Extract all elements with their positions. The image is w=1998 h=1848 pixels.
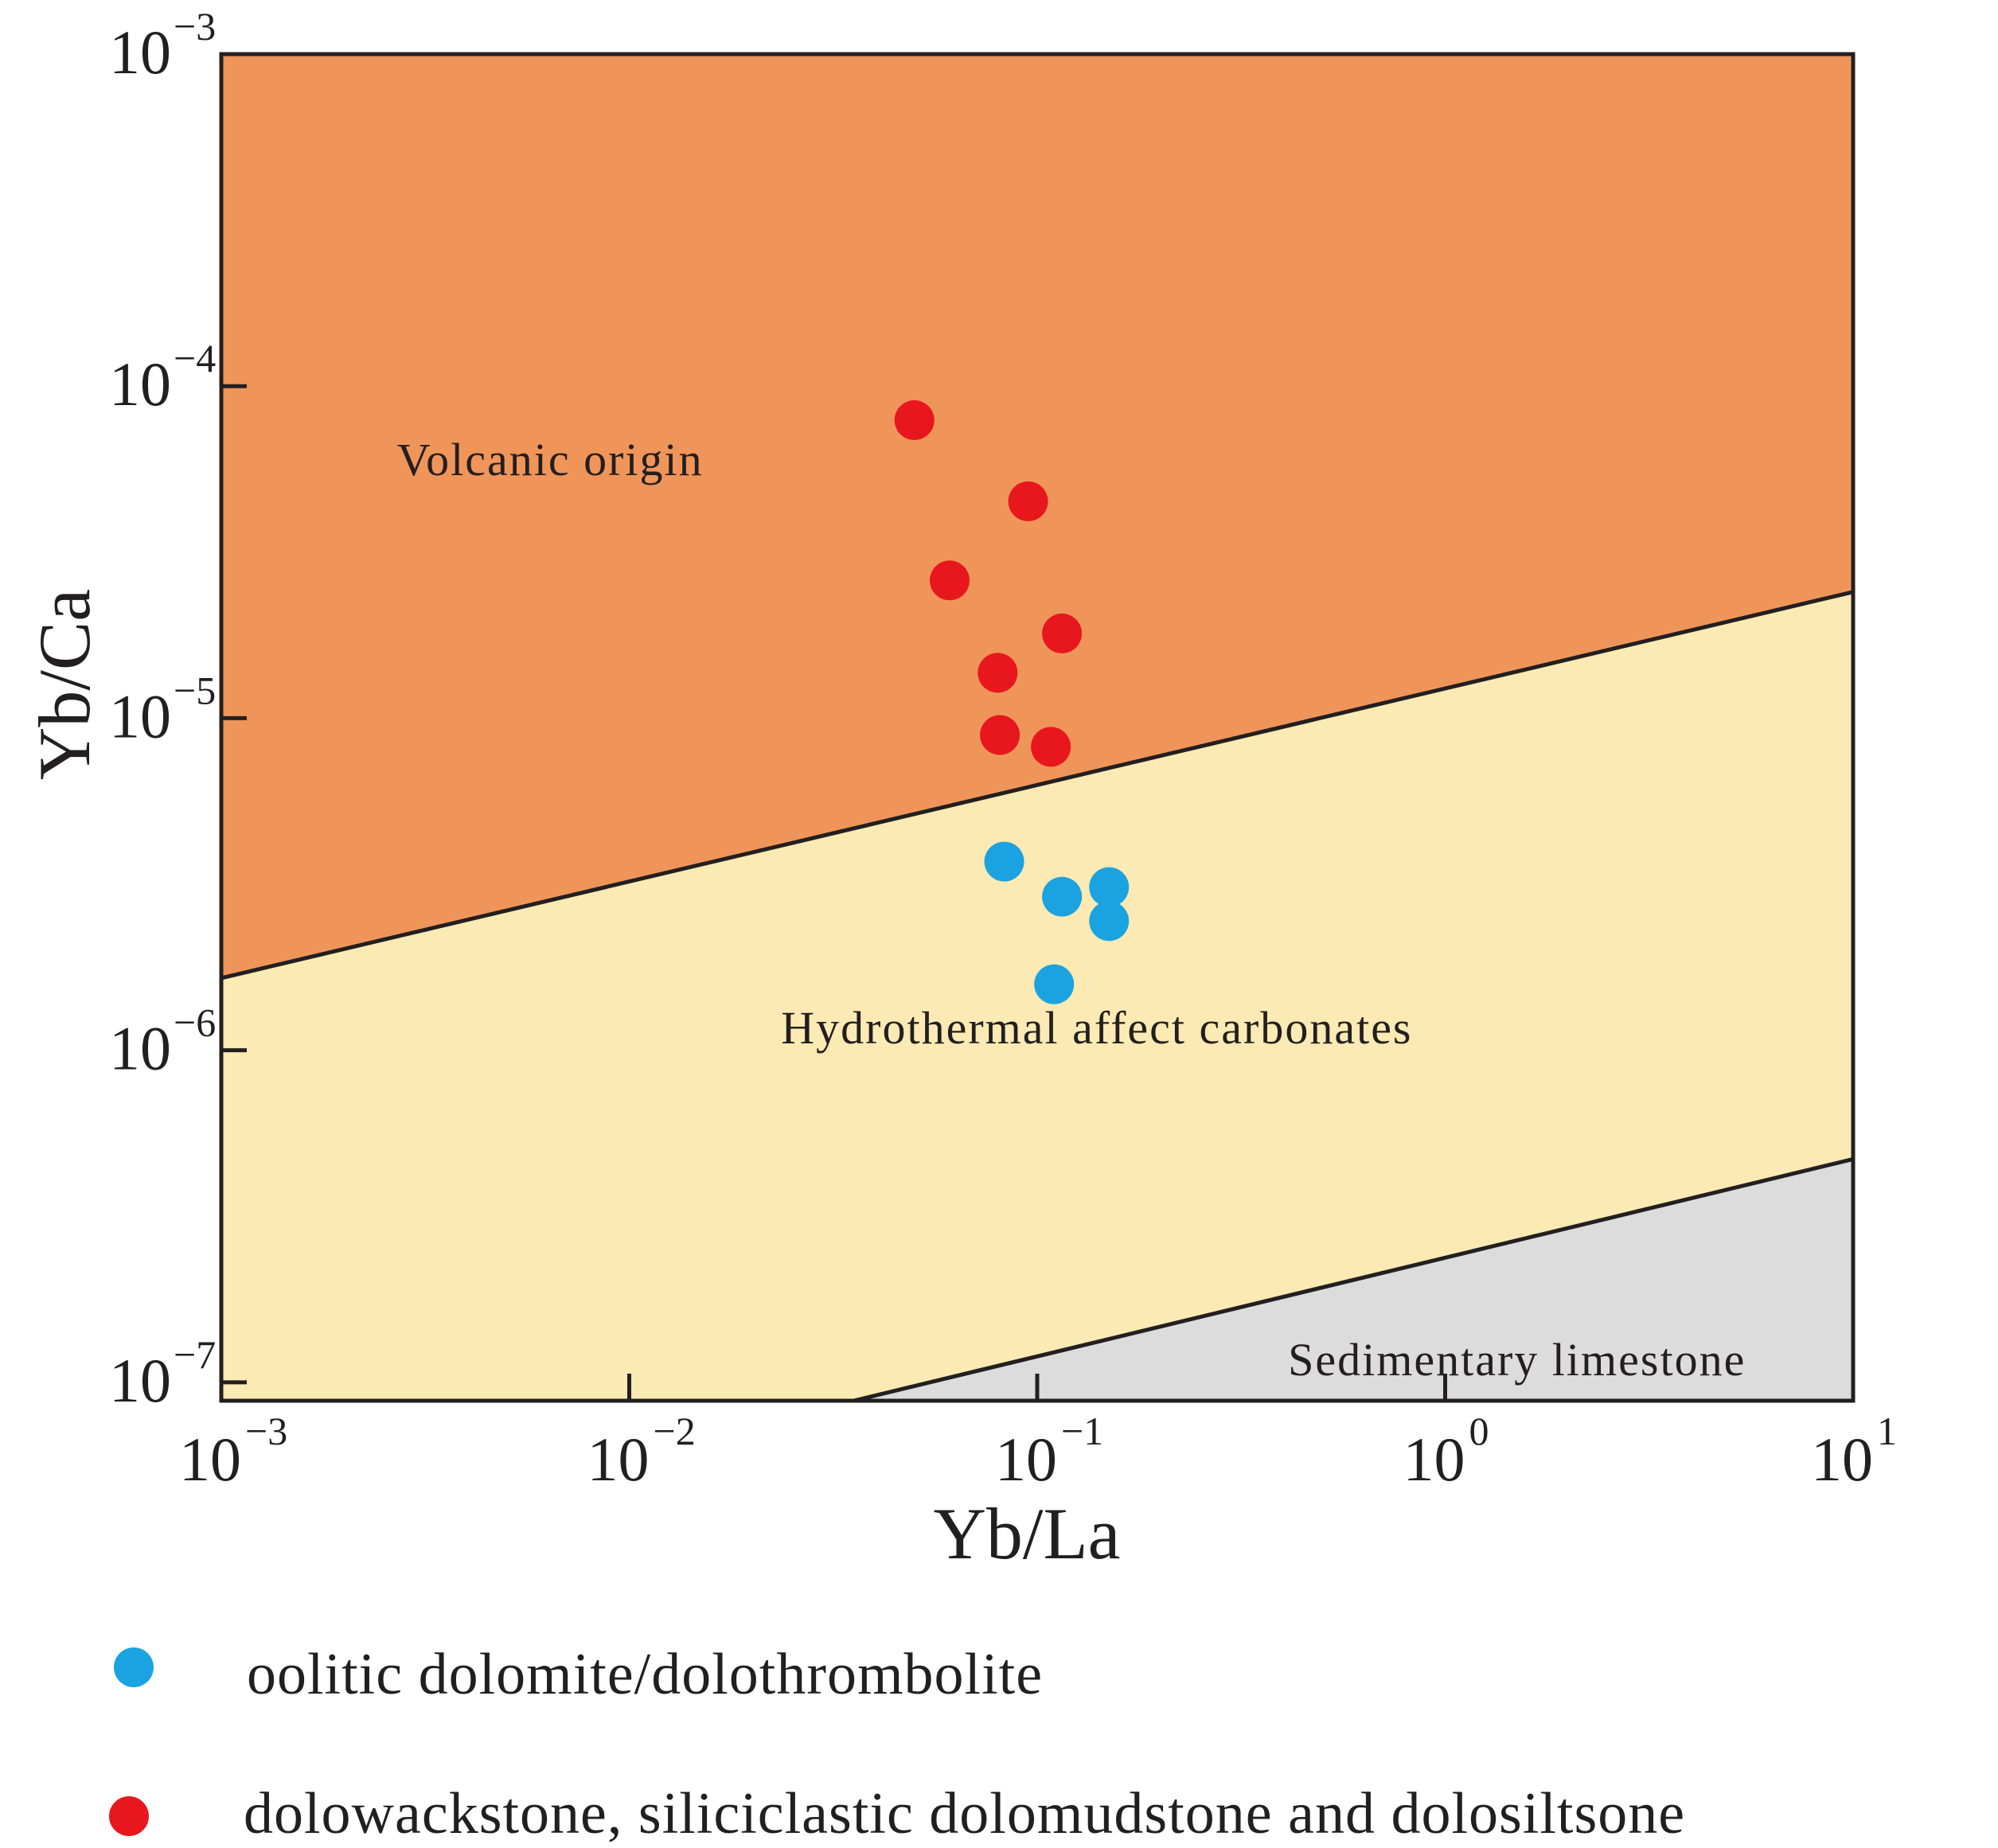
y-tick-exponent: −4 xyxy=(174,336,216,380)
point-dolowackstone xyxy=(929,560,970,601)
x-tick-exponent: 1 xyxy=(1877,1409,1897,1453)
x-tick-exponent: −3 xyxy=(245,1409,287,1453)
legend-label-dolowackstone: dolowackstone, siliciclastic dolomudston… xyxy=(244,1781,1685,1846)
point-oolitic xyxy=(984,841,1024,882)
point-oolitic xyxy=(1042,876,1083,917)
region-label-hydrothermal: Hydrothermal affect carbonates xyxy=(781,1002,1412,1054)
legend-marker-oolitic xyxy=(114,1647,154,1687)
x-axis-title: Yb/La xyxy=(933,1493,1120,1574)
y-tick-exponent: −3 xyxy=(174,4,216,49)
point-dolowackstone xyxy=(1008,481,1048,521)
region-label-sedimentary: Sedimentary limestone xyxy=(1288,1334,1746,1386)
point-oolitic xyxy=(1089,901,1130,942)
point-oolitic xyxy=(1089,867,1130,907)
y-axis-title: Yb/Ca xyxy=(24,589,105,780)
x-tick-exponent: −2 xyxy=(654,1409,696,1453)
y-tick-label: 10 xyxy=(109,349,171,419)
boundary-hydrothermal-sedimentary xyxy=(853,1157,1853,1401)
x-tick-label: 10 xyxy=(1811,1425,1873,1494)
region-label-volcanic: Volcanic origin xyxy=(397,434,704,485)
y-tick-exponent: −6 xyxy=(174,1000,216,1045)
legend-label-oolitic: oolitic dolomite/dolothrombolite xyxy=(247,1642,1043,1707)
x-tick-label: 10 xyxy=(587,1425,650,1494)
legend: oolitic dolomite/dolothrombolite dolowac… xyxy=(109,1642,1685,1846)
point-oolitic xyxy=(1034,964,1075,1004)
x-tick-exponent: 0 xyxy=(1469,1409,1489,1453)
legend-marker-dolowackstone xyxy=(109,1796,149,1836)
x-tick-label: 10 xyxy=(179,1425,241,1494)
y-tick-exponent: −7 xyxy=(174,1332,216,1377)
point-dolowackstone xyxy=(894,400,935,440)
y-tick-exponent: −5 xyxy=(174,668,216,712)
point-dolowackstone xyxy=(978,653,1018,693)
x-tick-label: 10 xyxy=(1403,1425,1465,1494)
y-tick-label: 10 xyxy=(109,1346,171,1415)
boundary-volcanic-hydrothermal xyxy=(221,590,1853,981)
point-dolowackstone xyxy=(980,715,1020,755)
x-tick-exponent: −1 xyxy=(1061,1409,1103,1453)
point-dolowackstone xyxy=(1042,613,1083,653)
y-tick-label: 10 xyxy=(109,1014,171,1083)
x-tick-label: 10 xyxy=(995,1425,1057,1494)
point-dolowackstone xyxy=(1031,727,1071,767)
region-hydrothermal xyxy=(221,591,1853,1401)
y-tick-label: 10 xyxy=(109,681,171,751)
y-tick-label: 10 xyxy=(109,18,171,87)
